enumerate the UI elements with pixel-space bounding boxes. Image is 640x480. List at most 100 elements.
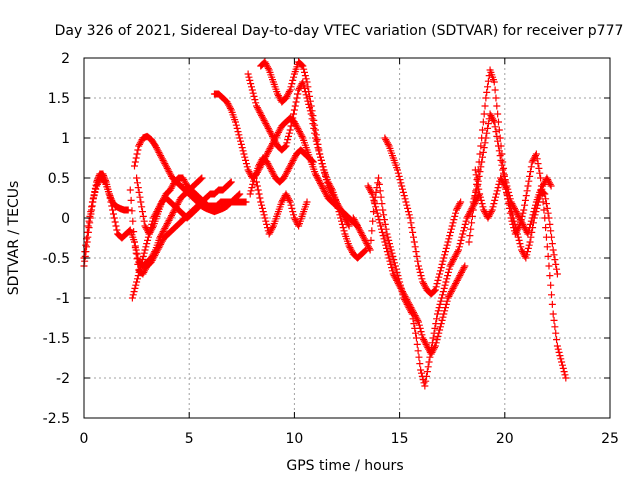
data-point xyxy=(267,166,275,174)
data-point xyxy=(235,191,243,199)
data-point xyxy=(483,129,491,137)
data-point xyxy=(551,256,559,264)
data-point xyxy=(284,166,292,174)
data-point xyxy=(401,195,409,203)
data-point xyxy=(414,316,422,324)
data-point xyxy=(153,247,161,255)
data-point xyxy=(486,211,494,219)
data-point xyxy=(124,206,132,214)
data-point xyxy=(293,94,301,102)
data-point xyxy=(369,193,377,201)
data-point xyxy=(246,169,254,177)
data-point xyxy=(287,161,295,169)
data-point xyxy=(462,217,470,225)
data-point xyxy=(494,137,502,145)
data-point xyxy=(315,145,323,153)
data-point xyxy=(413,340,421,348)
data-point xyxy=(521,196,529,204)
data-point xyxy=(429,334,437,342)
data-point xyxy=(340,212,348,220)
data-point xyxy=(86,212,94,220)
data-point xyxy=(551,323,559,331)
data-point xyxy=(295,128,303,136)
data-point xyxy=(285,195,293,203)
data-point xyxy=(181,177,189,185)
data-point xyxy=(226,104,234,112)
data-point xyxy=(286,163,294,171)
data-point xyxy=(338,220,346,228)
data-point xyxy=(151,252,159,260)
data-point xyxy=(342,216,350,224)
data-point xyxy=(165,168,173,176)
data-point xyxy=(370,208,378,216)
x-tick-label: 5 xyxy=(185,431,194,447)
data-point xyxy=(455,246,463,254)
data-point xyxy=(440,284,448,292)
data-point xyxy=(527,233,535,241)
data-point xyxy=(281,143,289,151)
data-point xyxy=(413,315,421,323)
data-point xyxy=(368,190,376,198)
data-point xyxy=(493,132,501,140)
data-point xyxy=(291,153,299,161)
data-point xyxy=(290,110,298,118)
data-point xyxy=(305,88,313,96)
data-point xyxy=(508,211,516,219)
data-point xyxy=(492,190,500,198)
data-point xyxy=(546,220,554,228)
data-point xyxy=(453,276,461,284)
data-point xyxy=(555,348,563,356)
data-point xyxy=(157,239,165,247)
data-point xyxy=(383,230,391,238)
data-point xyxy=(445,265,453,273)
data-point xyxy=(394,280,402,288)
data-point xyxy=(561,371,569,379)
data-point xyxy=(469,198,477,206)
data-point xyxy=(487,112,495,120)
data-point xyxy=(167,213,175,221)
data-point xyxy=(482,94,490,102)
data-point xyxy=(553,270,561,278)
data-point xyxy=(390,256,398,264)
data-point xyxy=(314,140,322,148)
data-point xyxy=(344,220,352,228)
data-point xyxy=(420,281,428,289)
data-point xyxy=(399,185,407,193)
data-point xyxy=(133,255,141,263)
x-axis-label: GPS time / hours xyxy=(286,458,403,474)
data-point xyxy=(558,361,566,369)
data-point xyxy=(131,284,139,292)
data-point xyxy=(442,300,450,308)
data-point xyxy=(297,60,305,68)
data-point xyxy=(531,211,539,219)
data-point xyxy=(369,217,377,225)
data-point xyxy=(444,238,452,246)
data-point xyxy=(166,169,174,177)
data-point xyxy=(241,153,249,161)
data-point xyxy=(379,232,387,240)
data-point xyxy=(366,185,374,193)
data-point xyxy=(130,288,138,296)
data-point xyxy=(309,158,317,166)
data-point xyxy=(545,214,553,222)
data-point xyxy=(447,289,455,297)
data-point xyxy=(266,228,274,236)
data-point xyxy=(416,360,424,368)
data-point xyxy=(381,238,389,246)
data-point xyxy=(516,214,524,222)
data-point xyxy=(560,368,568,376)
data-point xyxy=(263,149,271,157)
data-point xyxy=(455,273,463,281)
data-point xyxy=(257,110,265,118)
data-point xyxy=(408,305,416,313)
data-point xyxy=(446,291,454,299)
data-point xyxy=(494,110,502,118)
data-point xyxy=(460,227,468,235)
data-point xyxy=(516,216,524,224)
data-point xyxy=(258,113,266,121)
data-point xyxy=(308,107,316,115)
data-point xyxy=(403,201,411,209)
data-point xyxy=(247,187,255,195)
data-point xyxy=(408,224,416,232)
